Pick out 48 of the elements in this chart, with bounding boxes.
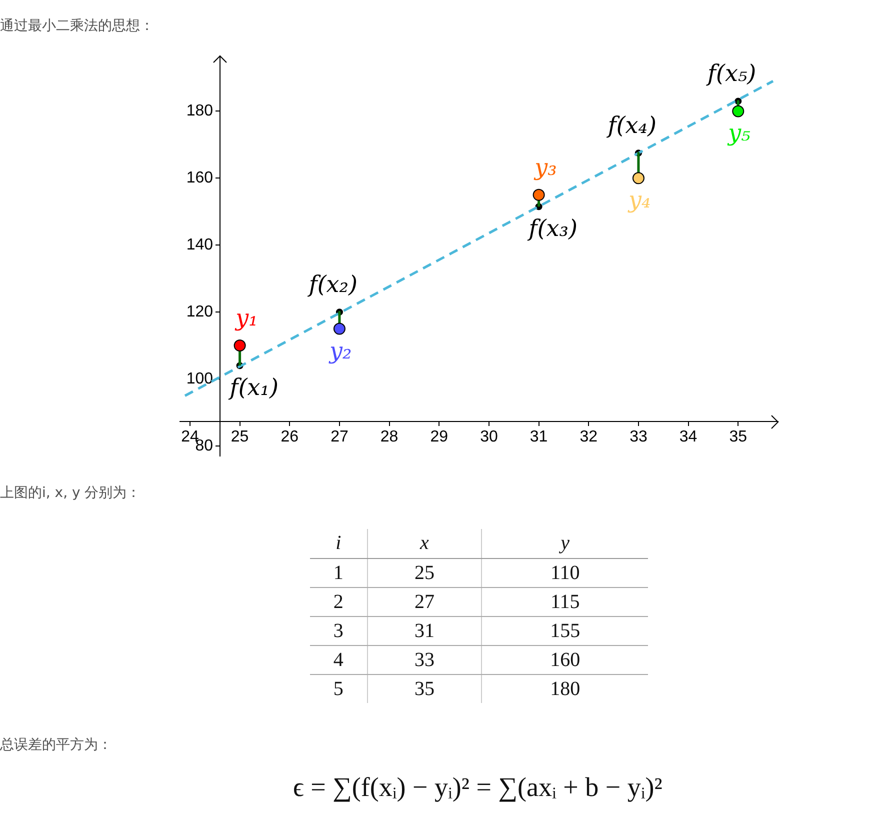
annotation: y₃ [534,154,557,181]
text: i [310,529,368,558]
x-tick-label: 35 [729,428,748,446]
annotation: y₅ [727,120,750,147]
x-tick-label: 29 [430,428,448,446]
annotation: f(x₅) [705,61,756,88]
y-tick-label: 160 [186,170,214,187]
chart-title: 通过最小二乘法的思想： [0,17,154,35]
y-tick-label: 140 [186,236,214,254]
text: 35 [367,674,482,703]
text: 4 [310,646,368,674]
text: ϵ = ∑(f(xᵢ) − yᵢ)² = ∑(axᵢ + b − yᵢ)² [293,772,662,803]
text: 上图的i, x, y 分别为： [0,484,141,502]
text: 31 [367,616,482,646]
x-tick-label: 32 [580,428,598,446]
x-tick-label: 34 [679,428,698,446]
x-tick-label: 31 [530,428,548,446]
x-tick-label: 33 [630,428,648,446]
text: 110 [482,558,648,588]
x-tick-label: 30 [480,428,498,446]
y-tick-label: 120 [186,303,214,320]
text: 155 [482,616,648,646]
annotation: f(x₃) [526,216,578,242]
x-tick-label: 28 [380,428,398,446]
text: 180 [482,674,648,703]
x-tick-label: 25 [230,428,249,446]
annotation: f(x₄) [606,113,656,140]
annotation: f(x₂) [306,272,358,298]
text: 160 [482,646,648,674]
text: 5 [332,676,344,702]
annotation: y₄ [627,188,651,214]
text: 27 [367,588,482,616]
text: x [367,529,482,558]
x-tick-label: 26 [280,428,299,446]
text: y [482,529,648,558]
y-tick-label: 100 [186,370,214,388]
text: 115 [482,588,648,616]
x-tick-label: 27 [330,428,348,446]
text: 33 [367,646,482,674]
text: 2 [310,588,368,616]
text: 1 [310,558,368,588]
text: 总误差的平方为： [0,736,112,754]
text: 3 [310,616,368,646]
text: 25 [367,558,482,588]
annotation: y₂ [328,338,352,364]
annotation: f(x₁) [228,375,278,402]
y-tick-label: 180 [186,102,214,120]
annotation: y₁ [234,306,258,332]
